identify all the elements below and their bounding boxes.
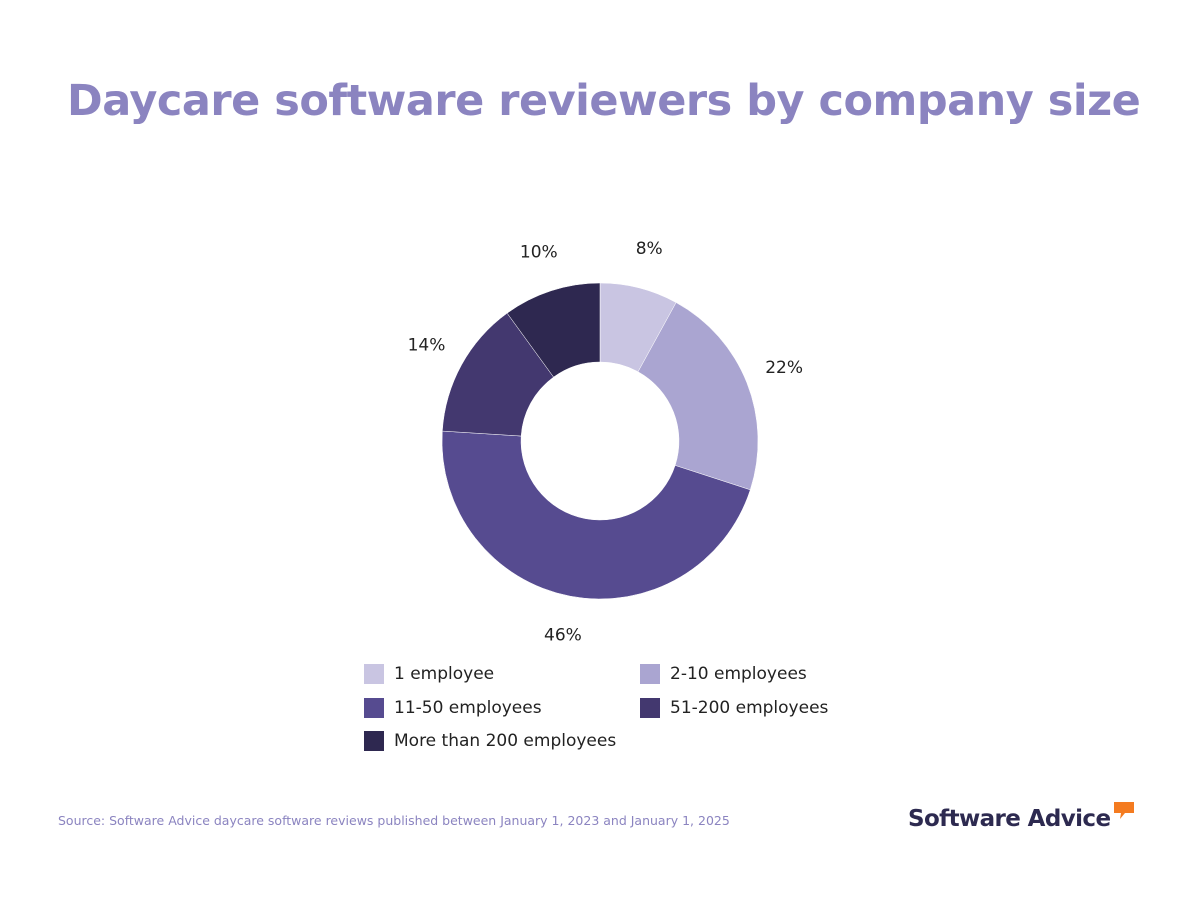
legend-swatch <box>364 697 384 718</box>
slice-label-3: 46% <box>544 625 582 645</box>
legend-label: 1 employee <box>394 664 495 684</box>
donut-slice-2 <box>637 302 759 491</box>
slice-label-5: 10% <box>520 243 558 263</box>
legend-item-3: 11-50 employees <box>364 697 542 718</box>
legend-swatch <box>640 697 660 718</box>
legend-label: 2-10 employees <box>670 664 807 684</box>
legend-swatch <box>364 731 384 751</box>
legend-label: 11-50 employees <box>394 697 542 718</box>
speech-bubble-icon <box>1114 802 1135 819</box>
slice-label-1: 8% <box>636 239 663 259</box>
legend-label: 51-200 employees <box>670 697 829 718</box>
legend-item-5: More than 200 employees <box>364 731 616 751</box>
logo-text: Software Advice <box>908 806 1111 832</box>
legend-item-4: 51-200 employees <box>640 697 829 718</box>
legend-swatch <box>640 664 660 684</box>
source-note: Source: Software Advice daycare software… <box>58 813 730 828</box>
legend-item-2: 2-10 employees <box>640 664 807 684</box>
slice-label-4: 14% <box>408 336 446 356</box>
software-advice-logo: Software Advice <box>908 800 1137 840</box>
legend-swatch <box>364 664 384 684</box>
chart-title: Daycare software reviewers by company si… <box>67 76 1141 126</box>
legend-item-1: 1 employee <box>364 664 494 684</box>
donut-slice-5 <box>506 282 601 378</box>
slice-label-2: 22% <box>765 358 803 378</box>
legend-label: More than 200 employees <box>394 731 617 751</box>
